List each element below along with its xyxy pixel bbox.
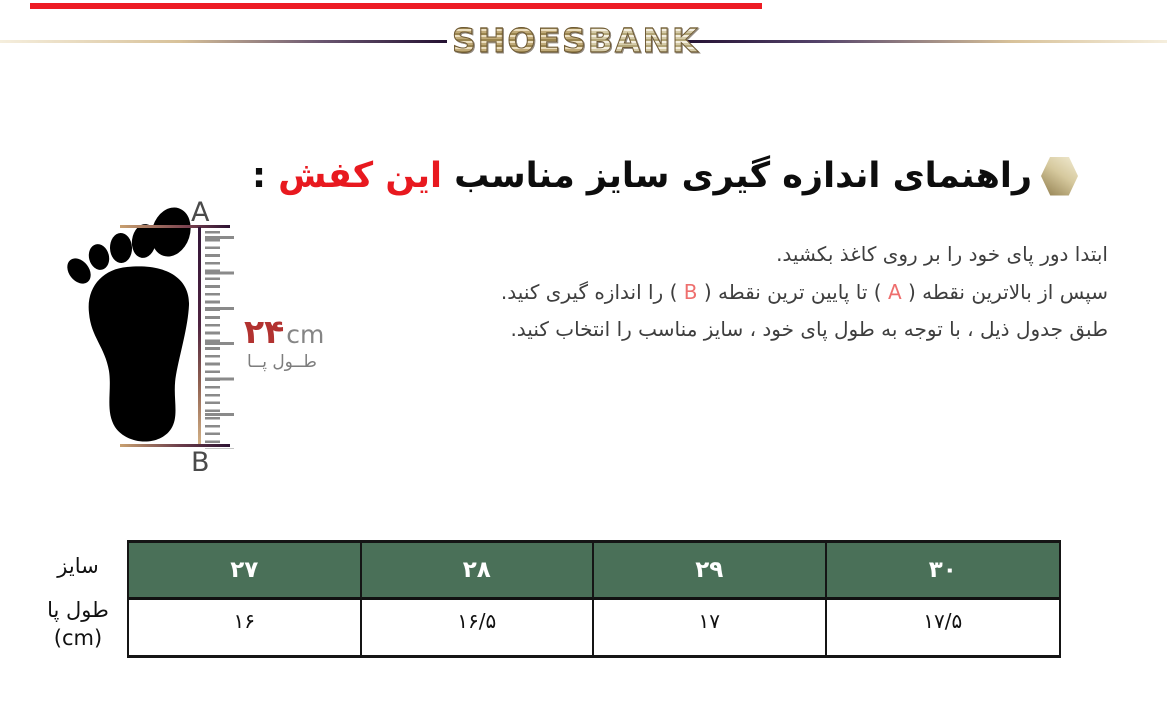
size-guide-heading: راهنمای اندازه گیری سایز مناسب این کفش : [252,156,1078,196]
instruction-line-2-post: ) را اندازه گیری کنید. [500,279,684,304]
brand-logo-bank: BANK [587,21,700,60]
size-header-cell: ۲۹ [594,543,827,600]
instruction-line-2: سپس از بالاترین نقطه ( A ) تا پایین ترین… [501,274,1108,312]
point-b-label: B [191,447,210,478]
size-header-cell: ۳۰ [826,543,1059,600]
ruler-ticks-long [205,236,234,449]
measurement-value: ۲۴ [244,312,285,351]
top-accent-bar [30,3,762,9]
row-label-unit: (cm) [53,626,103,650]
foot-length-cell: ۱۷ [594,600,827,655]
ruler-line [198,227,201,445]
row-label-length: طول پا [47,598,109,622]
foot-length-cell: ۱۶ [129,600,362,655]
size-table: ۲۷ ۲۸ ۲۹ ۳۰ ۱۶ ۱۶/۵ ۱۷ ۱۷/۵ [127,540,1061,658]
page-title: راهنمای اندازه گیری سایز مناسب این کفش : [252,156,1032,196]
foot-length-label: طــول پــا [247,352,317,372]
foot-length-cell: ۱۷/۵ [826,600,1059,655]
point-b-ref: B [683,279,698,304]
foot-length-measurement: ۲۴ cm [244,315,324,348]
brand-divider-left [0,40,447,43]
size-header-cell: ۲۷ [129,543,362,600]
brand-logo-shoes: SHOES [452,21,588,60]
brand-divider-right [682,40,1167,43]
measure-line-bottom [120,444,230,447]
instruction-line-2-mid: ) تا پایین ترین نقطه ( [697,279,888,304]
row-label-size: سایز [57,554,99,578]
point-a-ref: A [887,279,902,304]
title-black-text: راهنمای اندازه گیری سایز مناسب [441,156,1032,196]
brand-logo: SHOESBANK [452,21,699,60]
instruction-line-3: طبق جدول ذیل ، با توجه به طول پای خود ، … [510,317,1108,341]
hexagon-bullet-icon [1041,156,1078,196]
title-colon: : [251,156,279,196]
measure-line-top [120,225,230,228]
instructions-block: ابتدا دور پای خود را بر روی کاغذ بکشید. … [501,236,1108,349]
title-highlight-text: این کفش [278,156,442,196]
measurement-unit: cm [286,320,325,349]
instruction-line-1: ابتدا دور پای خود را بر روی کاغذ بکشید. [776,242,1108,266]
size-header-cell: ۲۸ [361,543,594,600]
footprint-icon [67,207,191,442]
foot-length-cell: ۱۶/۵ [361,600,594,655]
point-a-label: A [191,197,210,228]
instruction-line-2-pre: سپس از بالاترین نقطه ( [901,279,1108,304]
